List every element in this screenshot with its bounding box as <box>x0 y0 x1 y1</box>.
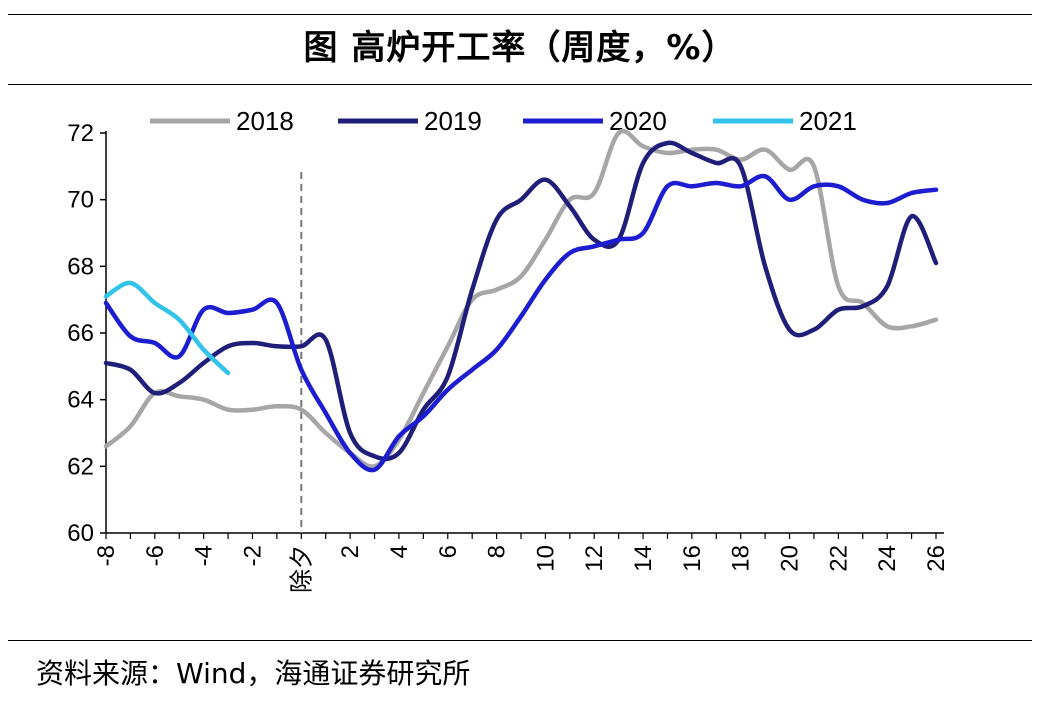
series-line-2019 <box>103 140 939 462</box>
legend-label-2021: 2021 <box>799 106 857 136</box>
x-tick-label: 2 <box>337 545 364 558</box>
legend: 2018 2019 2020 2021 <box>150 106 857 136</box>
y-tick-label: 72 <box>67 120 94 147</box>
x-tick-label: 18 <box>728 545 755 572</box>
x-tick-label: 8 <box>484 545 511 558</box>
chart-title: 图 高炉开工率（周度，%） <box>303 28 737 68</box>
y-tick-label: 60 <box>67 520 94 547</box>
x-tick-label: 4 <box>386 545 413 558</box>
y-tick-label: 62 <box>67 453 94 480</box>
source-note: 资料来源：Wind，海通证券研究所 <box>36 657 471 690</box>
x-tick-label: -8 <box>93 545 120 566</box>
y-tick-label: 66 <box>67 320 94 347</box>
series-line-2020 <box>103 173 939 473</box>
x-tick-label: 24 <box>874 545 901 572</box>
y-tick-label: 64 <box>67 387 94 414</box>
x-tick-label: -4 <box>191 545 218 566</box>
x-tick-label: 14 <box>630 545 657 572</box>
title-rule <box>8 84 1032 85</box>
x-tick-label: -2 <box>239 545 266 566</box>
series-line-2018 <box>103 128 939 469</box>
legend-label-2018: 2018 <box>236 106 294 136</box>
series-line-2021 <box>103 280 231 376</box>
x-tick-label: 12 <box>581 545 608 572</box>
top-rule <box>8 14 1032 15</box>
x-tick-label: 20 <box>777 545 804 572</box>
bottom-rule <box>8 640 1032 641</box>
x-tick-label: 16 <box>679 545 706 572</box>
x-tick-label-chuxi: 除夕 <box>288 545 315 593</box>
y-tick-label: 70 <box>67 187 94 214</box>
x-tick-label: -6 <box>142 545 169 566</box>
legend-label-2019: 2019 <box>424 106 482 136</box>
series-lines <box>103 128 939 473</box>
x-tick-label: 22 <box>825 545 852 572</box>
x-tick-label: 26 <box>923 545 950 572</box>
x-tick-label: 10 <box>532 545 559 572</box>
y-tick-label: 68 <box>67 253 94 280</box>
x-tick-label: 6 <box>435 545 462 558</box>
